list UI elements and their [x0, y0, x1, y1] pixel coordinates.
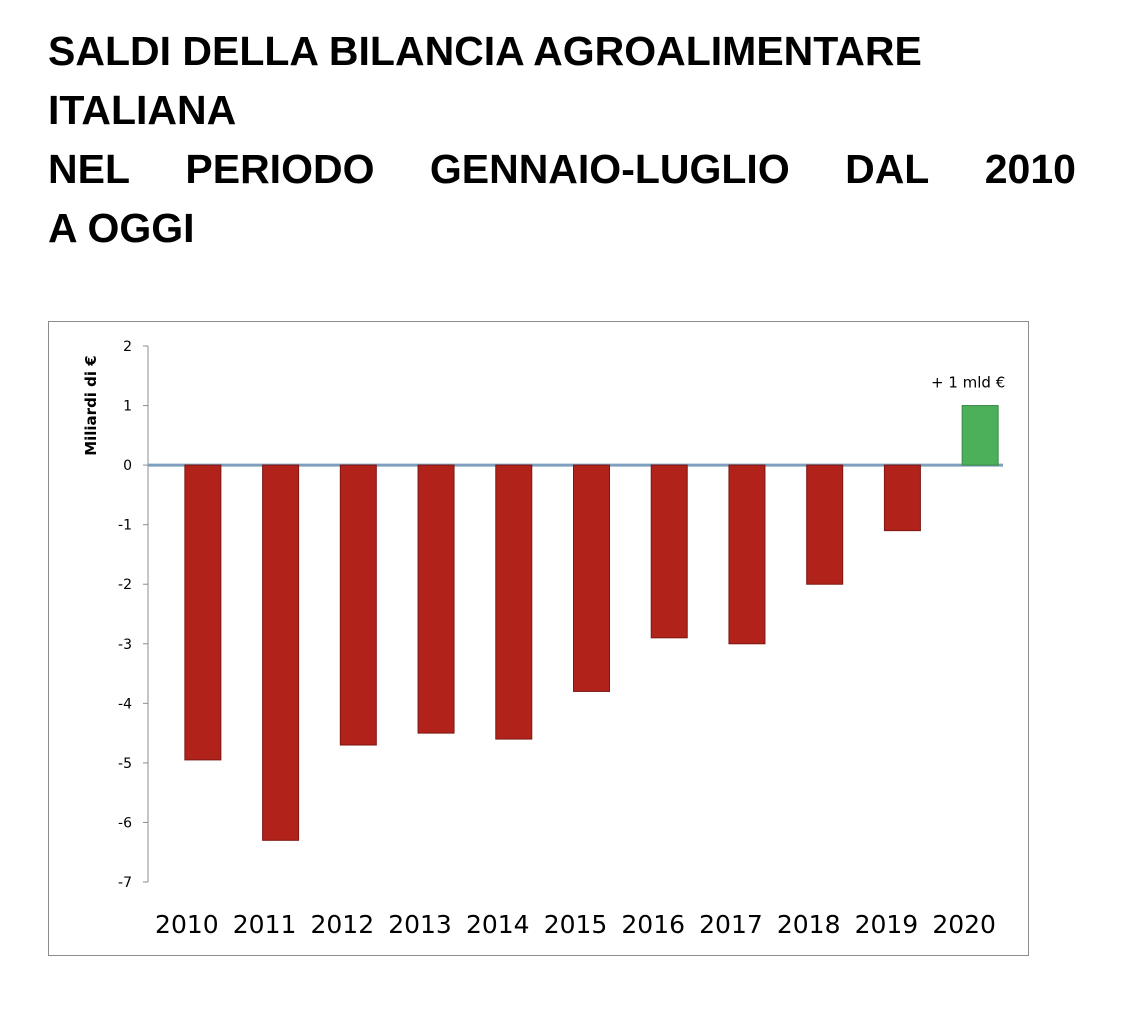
- title-line-1: SALDI DELLA BILANCIA AGROALIMENTARE: [48, 28, 922, 74]
- x-tick-label: 2016: [621, 910, 685, 939]
- title-line-3-word: GENNAIO-LUGLIO: [429, 146, 790, 192]
- x-tick-label: 2017: [699, 910, 763, 939]
- bar-2017: [728, 464, 766, 645]
- x-tick-label: 2014: [466, 910, 530, 939]
- y-tick-label: 1: [123, 399, 132, 415]
- bar-2016: [650, 464, 688, 639]
- bar-2014: [495, 464, 533, 740]
- y-axis: 2 1 0 -1 -2 -3 -4 -5 -6 -7 Miliardi di €: [82, 339, 149, 891]
- chart-frame: 2 1 0 -1 -2 -3 -4 -5 -6 -7 Miliardi di € + 1 mld €…: [48, 321, 1029, 956]
- bar-2020: [961, 405, 999, 466]
- x-tick-label: 2013: [388, 910, 452, 939]
- y-tick-label: -5: [118, 756, 132, 772]
- page-title: SALDI DELLA BILANCIA AGROALIMENTARE ITAL…: [48, 22, 1076, 258]
- x-tick-label: 2011: [233, 910, 297, 939]
- title-line-2: ITALIANA: [48, 87, 237, 133]
- y-tick-label: -3: [118, 637, 132, 653]
- x-tick-label: 2019: [855, 910, 919, 939]
- bar-2012: [339, 464, 377, 746]
- bar-2019: [883, 464, 921, 532]
- bar-2010: [184, 464, 222, 761]
- y-tick-label: -4: [118, 696, 132, 712]
- title-line-3: NEL PERIODO GENNAIO-LUGLIO DAL 2010: [48, 140, 1076, 199]
- y-axis-title: Miliardi di €: [82, 355, 100, 456]
- x-tick-label: 2010: [155, 910, 219, 939]
- title-line-3-word: PERIODO: [185, 146, 375, 192]
- x-axis: 2010 2011 2012 2013 2014 2015 2016 2017 2018 2019…: [155, 910, 996, 939]
- y-tick-label: -7: [118, 875, 132, 891]
- x-tick-label: 2018: [777, 910, 841, 939]
- y-tick-label: 0: [123, 458, 132, 474]
- x-tick-label: 2012: [311, 910, 375, 939]
- title-line-3-word: 2010: [984, 146, 1076, 192]
- y-tick-label: -6: [118, 815, 132, 831]
- y-tick-label: -2: [118, 577, 132, 593]
- bar-annotation: + 1 mld €: [931, 374, 1005, 392]
- bar-2013: [417, 464, 455, 734]
- title-line-3-word: NEL: [48, 146, 130, 192]
- x-tick-label: 2020: [932, 910, 996, 939]
- title-line-4: A OGGI: [48, 205, 195, 251]
- bar-chart: 2 1 0 -1 -2 -3 -4 -5 -6 -7 Miliardi di € + 1 mld €…: [82, 339, 1005, 939]
- x-tick-label: 2015: [544, 910, 608, 939]
- bar-2018: [806, 464, 844, 585]
- bar-series: + 1 mld €: [148, 374, 1005, 841]
- title-line-3-word: DAL: [845, 146, 930, 192]
- bar-2015: [573, 464, 610, 692]
- y-tick-label: 2: [123, 339, 132, 355]
- y-tick-label: -1: [118, 518, 132, 534]
- bar-2011: [262, 464, 300, 841]
